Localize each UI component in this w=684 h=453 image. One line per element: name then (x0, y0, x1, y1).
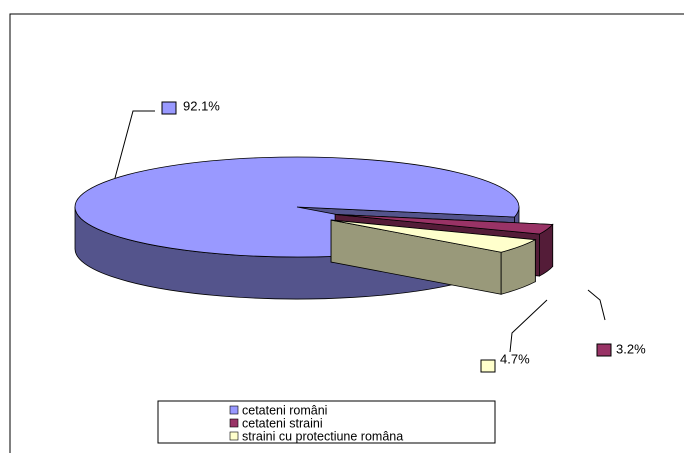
legend-box (157, 400, 496, 444)
data-label: 3.2% (616, 341, 646, 356)
pie (74, 156, 554, 300)
legend-key (229, 431, 239, 441)
leader-line (509, 299, 548, 353)
slice (331, 219, 537, 253)
label-key (480, 359, 496, 373)
legend-label: cetateni români (242, 403, 327, 417)
legend-label: straini cu protectiune româna (242, 429, 403, 443)
legend: cetateni români cetateni straini straini… (157, 400, 496, 444)
leader-line (114, 110, 155, 179)
slice (335, 214, 554, 235)
data-label: 4.7% (500, 351, 530, 366)
data-label: 92.1% (183, 98, 220, 113)
label-key (161, 101, 177, 115)
legend-key (229, 405, 239, 415)
chart-frame (9, 13, 684, 453)
legend-key (229, 418, 239, 428)
leader-line (587, 289, 606, 321)
data-labels: 92.1% 3.2% 4.7% (114, 98, 646, 373)
label-key (596, 343, 612, 357)
legend-label: cetateni straini (242, 416, 323, 430)
